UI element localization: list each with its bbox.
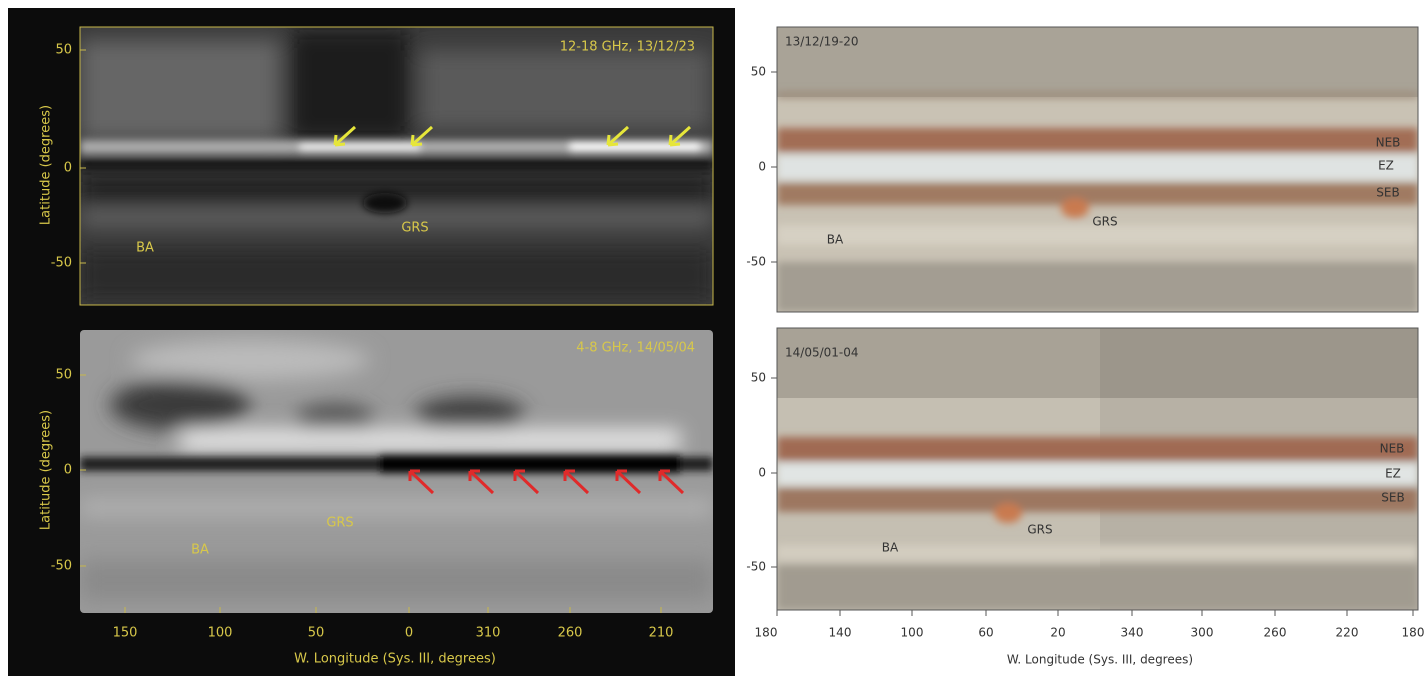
y-axis-label: Latitude (degrees) [39, 105, 54, 225]
feature-label: BA [191, 543, 209, 558]
y-tick-label: 50 [55, 43, 72, 58]
feature-label: GRS [1092, 215, 1117, 229]
x-tick-label: 340 [1121, 626, 1144, 640]
x-tick-label: 100 [208, 626, 233, 641]
belt-label: SEB [1376, 186, 1399, 200]
feature-label: GRS [401, 221, 428, 236]
visible-map-top [777, 27, 1418, 312]
feature-label: GRS [1027, 523, 1052, 537]
y-tick-label: -50 [746, 560, 766, 574]
belt-label: EZ [1385, 467, 1401, 481]
belt-label: NEB [1376, 136, 1401, 150]
x-tick-label: 220 [1336, 626, 1359, 640]
x-axis-label: W. Longitude (Sys. III, degrees) [1007, 653, 1193, 667]
feature-label: GRS [326, 516, 353, 531]
y-tick-label: 0 [64, 463, 72, 478]
belt-label: NEB [1380, 442, 1405, 456]
x-tick-label: 0 [405, 626, 413, 641]
figure: 12-18 GHz, 13/12/23 GRS BA 4-8 GHz, 14/0… [0, 0, 1427, 676]
belt-label: EZ [1378, 159, 1394, 173]
x-tick-label: 260 [558, 626, 583, 641]
y-tick-label: 50 [751, 371, 766, 385]
feature-label: BA [882, 541, 899, 555]
x-tick-label: 180 [755, 626, 778, 640]
x-tick-label: 150 [113, 626, 138, 641]
panel-caption: 14/05/01-04 [785, 346, 859, 360]
x-tick-label: 300 [1191, 626, 1214, 640]
x-axis-label: W. Longitude (Sys. III, degrees) [294, 652, 496, 667]
page: 12-18 GHz, 13/12/23 GRS BA 4-8 GHz, 14/0… [0, 0, 1427, 676]
x-tick-label: 20 [1050, 626, 1065, 640]
y-tick-label: 50 [55, 368, 72, 383]
x-tick-label: 60 [978, 626, 993, 640]
y-tick-label: -50 [51, 256, 72, 271]
y-tick-label: -50 [51, 559, 72, 574]
visible-map-bottom [777, 328, 1418, 610]
y-tick-label: -50 [746, 255, 766, 269]
y-tick-label: 0 [64, 161, 72, 176]
y-tick-label: 0 [758, 160, 766, 174]
feature-label: BA [136, 241, 154, 256]
y-tick-label: 0 [758, 466, 766, 480]
x-tick-label: 140 [829, 626, 852, 640]
y-tick-label: 50 [751, 65, 766, 79]
panel-caption: 4-8 GHz, 14/05/04 [576, 341, 695, 356]
x-tick-label: 50 [308, 626, 325, 641]
y-axis-label: Latitude (degrees) [39, 410, 54, 530]
feature-label: BA [827, 233, 844, 247]
x-tick-label: 180 [1402, 626, 1425, 640]
x-tick-label: 100 [901, 626, 924, 640]
radio-map-top [80, 27, 713, 305]
x-tick-label: 260 [1264, 626, 1287, 640]
panel-caption: 12-18 GHz, 13/12/23 [560, 40, 695, 55]
x-tick-label: 310 [476, 626, 501, 641]
x-tick-label: 210 [649, 626, 674, 641]
belt-label: SEB [1381, 491, 1404, 505]
panel-caption: 13/12/19-20 [785, 35, 859, 49]
